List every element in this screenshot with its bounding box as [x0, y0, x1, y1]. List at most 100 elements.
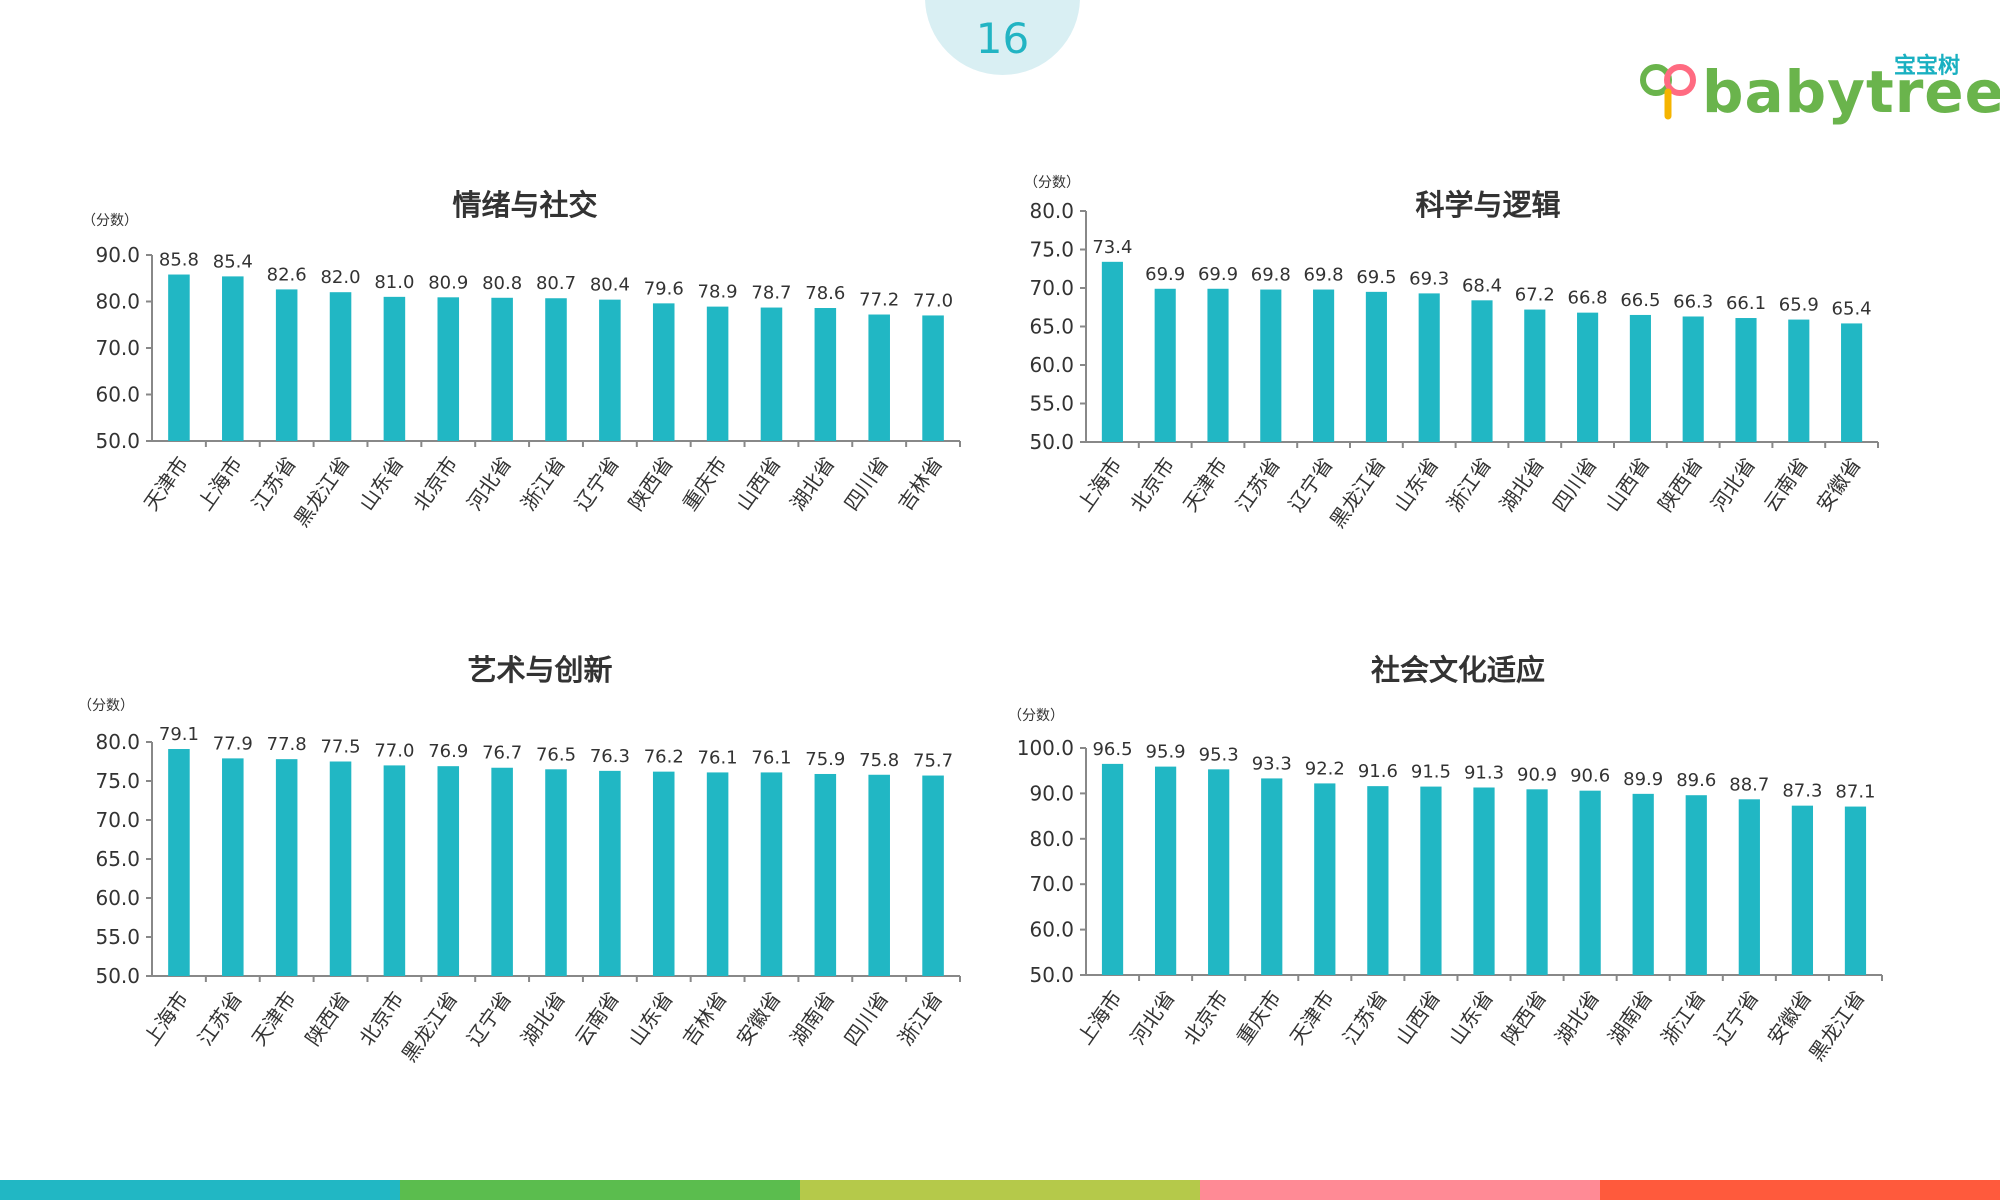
x-category-label: 北京市 — [354, 987, 408, 1050]
bar — [1524, 309, 1546, 442]
bar — [1682, 316, 1704, 442]
x-category-label: 江苏省 — [247, 452, 301, 515]
y-tick-label: 50.0 — [1029, 963, 1074, 987]
x-category-label: 上海市 — [193, 452, 247, 515]
data-label: 76.2 — [644, 747, 684, 768]
data-label: 68.4 — [1462, 275, 1502, 296]
bar — [1207, 288, 1229, 442]
data-label: 76.1 — [698, 747, 738, 768]
x-category-label: 陕西省 — [1653, 453, 1707, 516]
y-tick-label: 60.0 — [95, 383, 140, 407]
bar — [545, 769, 567, 976]
bar — [1261, 778, 1283, 975]
data-label: 65.4 — [1832, 298, 1872, 319]
x-category-label: 陕西省 — [624, 452, 678, 515]
bar — [652, 303, 675, 441]
x-category-label: 辽宁省 — [1284, 453, 1338, 516]
bar — [222, 758, 244, 976]
x-category-label: 四川省 — [839, 452, 893, 515]
bar — [1260, 289, 1282, 442]
x-category-label: 河北省 — [1126, 986, 1180, 1049]
x-category-label: 云南省 — [570, 987, 624, 1050]
data-label: 77.5 — [320, 737, 360, 758]
data-label: 91.6 — [1358, 761, 1398, 782]
bar — [599, 770, 621, 976]
y-tick-label: 80.0 — [1029, 827, 1074, 851]
data-label: 69.5 — [1356, 267, 1396, 288]
data-label: 73.4 — [1092, 237, 1132, 258]
x-category-label: 吉林省 — [678, 987, 732, 1050]
bar — [168, 274, 190, 441]
data-label: 78.9 — [698, 282, 738, 303]
x-category-label: 吉林省 — [893, 452, 947, 515]
bar — [1579, 790, 1601, 975]
bar — [168, 749, 190, 976]
data-label: 80.4 — [590, 275, 630, 296]
x-category-label: 辽宁省 — [570, 452, 624, 515]
chart-title: 科学与逻辑 — [1415, 188, 1561, 222]
bar — [1844, 806, 1867, 975]
bar — [706, 306, 729, 441]
data-label: 69.3 — [1409, 268, 1449, 289]
bar — [922, 315, 944, 441]
bottom-color-stripe — [0, 1180, 2000, 1200]
x-category-label: 重庆市 — [1232, 986, 1286, 1049]
y-tick-label: 50.0 — [1029, 430, 1074, 454]
data-label: 85.4 — [213, 251, 253, 272]
y-tick-label: 100.0 — [1017, 736, 1074, 760]
data-label: 82.6 — [267, 264, 307, 285]
chart-plot: 50.0 55.0 60.0 65.0 70.0 75.0 80.0 79.1 上海市 77.9 江… — [95, 724, 961, 1066]
data-label: 90.9 — [1517, 764, 1557, 785]
bar — [1685, 795, 1707, 975]
data-label: 91.5 — [1411, 762, 1451, 783]
y-tick-label: 60.0 — [1029, 353, 1074, 377]
bar — [599, 299, 621, 441]
bar — [1788, 319, 1810, 442]
logo-english-text: babytree — [1702, 58, 2000, 126]
data-label: 95.3 — [1199, 744, 1239, 765]
bar — [222, 276, 244, 441]
data-label: 79.1 — [159, 724, 199, 745]
chart-plot: 50.0 60.0 70.0 80.0 90.0 85.8 天津市 85.4 上海市 82.6 江苏… — [95, 243, 961, 531]
data-label: 77.2 — [859, 290, 899, 311]
y-tick-label: 90.0 — [95, 243, 140, 267]
data-label: 93.3 — [1252, 753, 1292, 774]
chart-social-culture: 社会文化适应 （分数） 50.0 60.0 70.0 80.0 90.0 100.0 96.… — [1000, 635, 2000, 1065]
data-label: 66.3 — [1673, 291, 1713, 312]
y-tick-label: 70.0 — [1029, 872, 1074, 896]
x-category-label: 重庆市 — [678, 452, 732, 515]
y-unit-label: （分数） — [1008, 708, 1064, 724]
stripe-segment — [400, 1180, 800, 1200]
bar — [1314, 783, 1336, 975]
y-tick-label: 90.0 — [1029, 781, 1074, 805]
bar — [1154, 766, 1177, 975]
stripe-segment — [800, 1180, 1200, 1200]
bar — [1577, 312, 1599, 442]
page-number: 16 — [975, 14, 1030, 63]
x-category-label: 江苏省 — [193, 987, 247, 1050]
data-label: 76.9 — [428, 741, 468, 762]
x-category-label: 云南省 — [1759, 453, 1813, 516]
data-label: 69.8 — [1304, 265, 1344, 286]
x-category-label: 山西省 — [1391, 986, 1445, 1049]
x-category-label: 四川省 — [1548, 453, 1602, 516]
y-tick-label: 50.0 — [95, 429, 140, 453]
x-category-label: 湖北省 — [1495, 453, 1549, 516]
x-category-label: 浙江省 — [1656, 986, 1710, 1049]
y-tick-label: 65.0 — [95, 847, 140, 871]
x-category-label: 山东省 — [624, 987, 678, 1050]
data-label: 66.1 — [1726, 293, 1766, 314]
data-label: 91.3 — [1464, 762, 1504, 783]
data-label: 76.1 — [751, 747, 791, 768]
bar — [383, 296, 406, 441]
data-label: 67.2 — [1515, 285, 1555, 306]
bar — [329, 292, 352, 441]
bar — [922, 775, 944, 976]
data-label: 87.1 — [1835, 782, 1875, 803]
bar — [491, 767, 513, 976]
x-category-label: 河北省 — [462, 452, 516, 515]
data-label: 81.0 — [374, 272, 414, 293]
data-label: 66.5 — [1620, 290, 1660, 311]
y-tick-label: 50.0 — [95, 964, 140, 988]
chart-emotion-social: 情绪与社交 （分数） 50.0 60.0 70.0 80.0 90.0 85.8 天津市 85… — [0, 170, 1000, 550]
